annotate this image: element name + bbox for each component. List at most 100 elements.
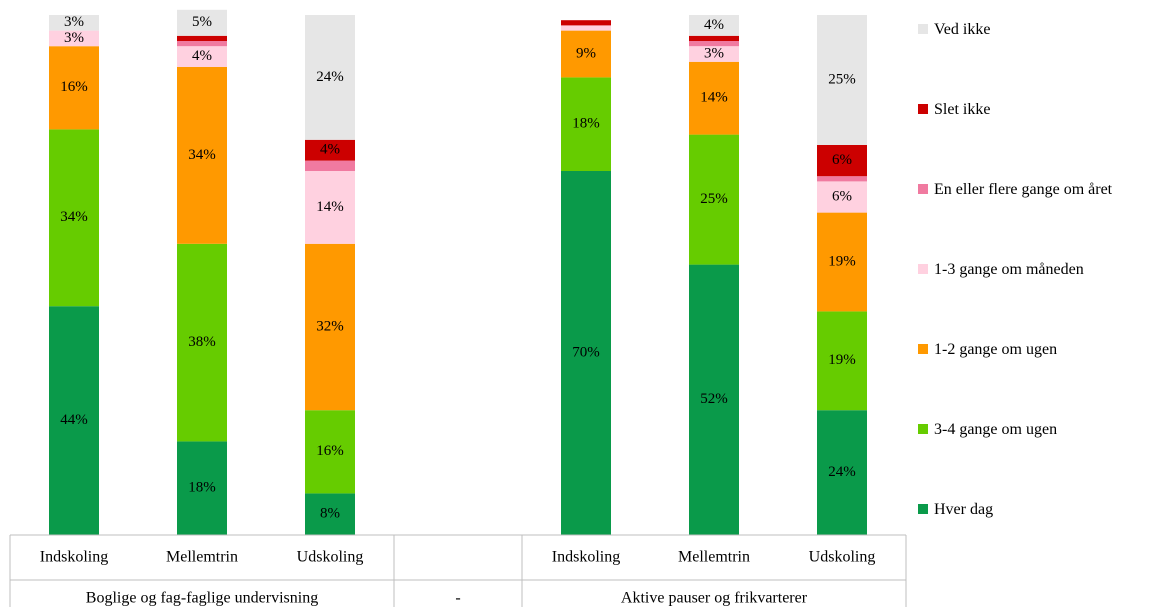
data-label: 19% bbox=[828, 253, 856, 269]
data-label: 14% bbox=[700, 90, 728, 106]
data-label: 4% bbox=[704, 17, 724, 33]
data-label: 3% bbox=[64, 30, 84, 46]
legend-swatch bbox=[918, 504, 928, 514]
data-label: 32% bbox=[316, 318, 344, 334]
legend-swatch bbox=[918, 24, 928, 34]
legend-label: En eller flere gange om året bbox=[934, 181, 1113, 198]
bar-segment bbox=[689, 264, 739, 535]
bar-segment bbox=[561, 171, 611, 535]
bar-segment bbox=[305, 493, 355, 535]
data-label: 25% bbox=[828, 71, 856, 87]
bar-segment bbox=[817, 212, 867, 312]
data-label: 25% bbox=[700, 191, 728, 207]
legend-item: 3-4 gange om ugen bbox=[918, 420, 1057, 439]
bar-segment bbox=[561, 77, 611, 171]
legend-item: 1-3 gange om måneden bbox=[918, 260, 1084, 279]
data-label: 70% bbox=[572, 344, 600, 360]
bar-segment bbox=[177, 35, 227, 41]
legend-item: Ved ikke bbox=[918, 20, 990, 39]
data-label: 19% bbox=[828, 352, 856, 368]
data-label: 44% bbox=[60, 412, 88, 428]
x-tick-label: Indskoling bbox=[40, 549, 108, 566]
bar-segment bbox=[177, 441, 227, 535]
bar-segment bbox=[817, 145, 867, 177]
bar-segment bbox=[305, 139, 355, 161]
x-tick-label: Udskoling bbox=[809, 549, 876, 566]
data-label: 9% bbox=[576, 45, 596, 61]
bar-segment bbox=[689, 35, 739, 41]
bar-segment bbox=[177, 46, 227, 67]
bar-segment bbox=[49, 306, 99, 535]
legend-item: 1-2 gange om ugen bbox=[918, 340, 1057, 359]
bar-segment bbox=[177, 67, 227, 244]
bar-segment bbox=[561, 25, 611, 31]
bar-segment bbox=[305, 410, 355, 494]
data-label: 3% bbox=[704, 45, 724, 61]
data-label: 4% bbox=[320, 142, 340, 158]
legend-swatch bbox=[918, 184, 928, 194]
data-label: 18% bbox=[188, 480, 216, 496]
bar-segment bbox=[689, 41, 739, 47]
bar-segment bbox=[689, 134, 739, 265]
bar-segment bbox=[817, 181, 867, 213]
data-label: 38% bbox=[188, 334, 216, 350]
bar-segment bbox=[177, 243, 227, 442]
legend-label: 3-4 gange om ugen bbox=[934, 421, 1058, 438]
legend-label: Hver dag bbox=[934, 501, 994, 518]
legend-label: 1-3 gange om måneden bbox=[934, 261, 1084, 278]
bar-segment bbox=[689, 46, 739, 62]
data-label: 16% bbox=[316, 443, 344, 459]
bar-segment bbox=[49, 30, 99, 47]
data-label: 34% bbox=[60, 209, 88, 225]
data-label: 6% bbox=[832, 152, 852, 168]
data-label: 3% bbox=[64, 14, 84, 30]
legend-label: Ved ikke bbox=[934, 21, 991, 38]
bar-segment bbox=[49, 129, 99, 307]
bar-segment bbox=[305, 171, 355, 244]
bar-segment bbox=[689, 15, 739, 36]
bar-segment bbox=[817, 311, 867, 411]
legend-swatch bbox=[918, 264, 928, 274]
bar-segment bbox=[305, 160, 355, 171]
group-label: - bbox=[455, 590, 460, 607]
bar-segment bbox=[305, 15, 355, 140]
group-label: Boglige og fag-faglige undervisning bbox=[86, 590, 318, 607]
x-tick-label: Mellemtrin bbox=[678, 549, 750, 566]
bar-segment bbox=[561, 30, 611, 78]
legend-label: 1-2 gange om ugen bbox=[934, 341, 1058, 358]
data-label: 24% bbox=[316, 69, 344, 85]
legend-item: Slet ikke bbox=[918, 100, 990, 119]
bar-segment bbox=[49, 15, 99, 31]
legend-label: Slet ikke bbox=[934, 101, 991, 118]
x-tick-label: Indskoling bbox=[552, 549, 620, 566]
x-tick-label: Mellemtrin bbox=[166, 549, 238, 566]
bar-segment bbox=[49, 46, 99, 130]
legend-swatch bbox=[918, 104, 928, 114]
data-label: 4% bbox=[192, 48, 212, 64]
data-label: 14% bbox=[316, 199, 344, 215]
bar-segment bbox=[177, 9, 227, 36]
bar-segment bbox=[817, 15, 867, 145]
x-tick-label: Udskoling bbox=[297, 549, 364, 566]
data-label: 18% bbox=[572, 116, 600, 132]
data-label: 16% bbox=[60, 79, 88, 95]
group-label: Aktive pauser og frikvarterer bbox=[621, 590, 808, 607]
data-label: 34% bbox=[188, 147, 216, 163]
legend-item: Hver dag bbox=[918, 500, 993, 519]
bar-segment bbox=[817, 410, 867, 535]
data-label: 52% bbox=[700, 391, 728, 407]
data-label: 24% bbox=[828, 464, 856, 480]
bar-segment bbox=[817, 176, 867, 182]
legend-swatch bbox=[918, 344, 928, 354]
data-label: 6% bbox=[832, 188, 852, 204]
bar-segment bbox=[305, 243, 355, 411]
data-label: 5% bbox=[192, 14, 212, 30]
data-label: 8% bbox=[320, 506, 340, 522]
bar-segment bbox=[561, 20, 611, 26]
bar-segment bbox=[689, 61, 739, 135]
chart: 44%34%16%3%3%Indskoling18%38%34%4%5%Mell… bbox=[9, 9, 907, 607]
legend-swatch bbox=[918, 424, 928, 434]
legend-item: En eller flere gange om året bbox=[918, 180, 1112, 199]
bar-segment bbox=[177, 41, 227, 47]
